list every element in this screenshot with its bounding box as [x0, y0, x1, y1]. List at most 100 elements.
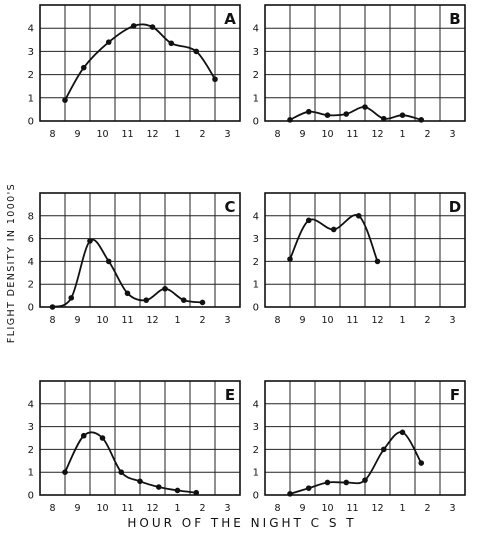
x-tick-label: 9 — [299, 315, 305, 326]
x-tick-label: 10 — [321, 129, 333, 140]
x-tick-label: 2 — [424, 315, 430, 326]
y-tick-label: 0 — [28, 491, 34, 502]
x-tick-label: 8 — [49, 315, 55, 326]
data-point — [305, 485, 312, 491]
panel-f-series-line — [289, 431, 423, 495]
y-tick-label: 1 — [253, 468, 259, 479]
panel-b-grid — [265, 5, 465, 121]
data-point — [362, 104, 368, 110]
x-tick-label: 11 — [121, 503, 133, 514]
data-point — [212, 76, 218, 83]
data-point — [343, 479, 350, 486]
x-tick-label: 12 — [146, 129, 158, 140]
x-tick-label: 11 — [346, 129, 358, 140]
x-tick-label: 12 — [371, 315, 383, 326]
x-tick-label: 1 — [174, 129, 180, 140]
x-tick-label: 3 — [224, 315, 230, 326]
x-tick-label: 2 — [199, 503, 205, 514]
x-tick-label: 10 — [96, 129, 108, 140]
panel-d-grid — [265, 193, 465, 307]
data-point — [149, 24, 156, 30]
y-tick-label: 2 — [253, 257, 259, 268]
y-tick-label: 1 — [28, 93, 34, 104]
data-point — [62, 97, 68, 103]
data-point — [399, 112, 406, 118]
panel-letter: A — [224, 10, 236, 28]
y-tick-label: 6 — [28, 234, 34, 245]
y-tick-label: 2 — [253, 445, 259, 456]
data-point — [380, 115, 387, 122]
x-tick-label: 8 — [49, 503, 55, 514]
y-tick-label: 3 — [253, 234, 259, 245]
y-tick-label: 4 — [253, 24, 259, 35]
y-tick-label: 0 — [28, 303, 34, 314]
data-point — [137, 478, 143, 485]
y-tick-label: 0 — [253, 117, 259, 128]
y-tick-label: 3 — [28, 422, 34, 433]
data-point — [180, 297, 187, 303]
x-tick-label: 9 — [299, 503, 305, 514]
y-tick-label: 2 — [28, 280, 34, 291]
panel-c-series-line — [52, 238, 203, 308]
x-tick-label: 9 — [74, 503, 80, 514]
data-point — [62, 469, 68, 476]
y-tick-label: 2 — [28, 70, 34, 81]
panel-d-frame — [264, 192, 466, 308]
panel-c-grid — [40, 193, 240, 307]
x-axis-label: HOUR OF THE NIGHT C S T — [127, 516, 357, 530]
x-tick-label: 10 — [321, 503, 333, 514]
y-tick-label: 0 — [253, 491, 259, 502]
data-point — [418, 117, 425, 123]
x-tick-label: 10 — [321, 315, 333, 326]
y-tick-label: 4 — [28, 257, 34, 268]
x-tick-label: 8 — [274, 129, 280, 140]
data-point — [330, 226, 337, 233]
data-point — [355, 213, 362, 219]
data-point — [162, 285, 168, 292]
data-point — [193, 489, 200, 496]
x-tick-label: 2 — [199, 129, 205, 140]
data-point — [287, 256, 293, 262]
x-tick-label: 12 — [371, 129, 383, 140]
x-tick-label: 3 — [449, 129, 455, 140]
y-tick-label: 3 — [253, 47, 259, 58]
x-tick-label: 12 — [371, 503, 383, 514]
y-tick-label: 2 — [253, 70, 259, 81]
x-tick-label: 1 — [174, 503, 180, 514]
panel-letter: E — [225, 386, 235, 404]
x-tick-label: 11 — [346, 315, 358, 326]
data-point — [80, 64, 87, 71]
data-point — [380, 446, 387, 453]
panel-letter: D — [449, 198, 461, 216]
data-point — [287, 117, 293, 123]
data-point — [193, 48, 200, 55]
data-point — [305, 217, 312, 224]
data-point — [374, 258, 381, 265]
y-tick-label: 1 — [253, 280, 259, 291]
x-tick-label: 9 — [74, 315, 80, 326]
x-tick-label: 1 — [174, 315, 180, 326]
y-tick-label: 3 — [28, 47, 34, 58]
data-point — [343, 111, 350, 117]
y-tick-label: 1 — [28, 468, 34, 479]
x-tick-label: 2 — [199, 315, 205, 326]
data-point — [168, 40, 175, 47]
x-tick-label: 9 — [74, 129, 80, 140]
y-axis-label-container: FLIGHT DENSITY IN 1000'S — [6, 183, 17, 343]
panel-letter: B — [449, 10, 460, 28]
data-point — [99, 435, 106, 441]
panel-a-grid — [40, 5, 240, 121]
x-tick-label: 1 — [399, 129, 405, 140]
y-tick-label: 1 — [253, 93, 259, 104]
y-tick-label: 4 — [28, 24, 34, 35]
y-tick-label: 4 — [253, 211, 259, 222]
x-tick-label: 8 — [274, 503, 280, 514]
panel-e-grid — [40, 381, 240, 495]
data-point — [68, 295, 75, 301]
x-tick-label: 12 — [146, 315, 158, 326]
